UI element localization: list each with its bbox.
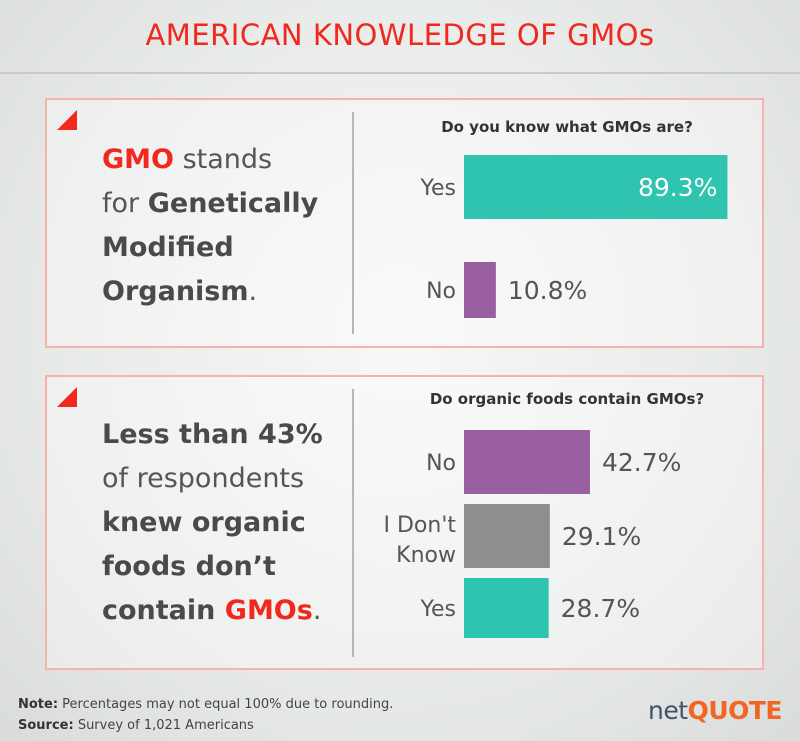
stmt-word: of respondents xyxy=(102,463,305,494)
category-label: I Don't xyxy=(384,513,457,538)
corner-triangle-icon xyxy=(57,387,77,407)
bar xyxy=(464,578,549,638)
note-label: Note: xyxy=(18,697,59,712)
bar xyxy=(464,504,550,568)
corner-triangle-icon xyxy=(57,110,77,130)
netquote-logo: netQUOTE xyxy=(648,696,782,725)
category-label: Know xyxy=(396,543,456,568)
stmt-word: Organism xyxy=(102,276,249,307)
stmt-word: . xyxy=(312,595,322,626)
bar-chart-organic-gmos: No 42.7% I Don't Know 29.1% Yes 28.7% xyxy=(384,430,681,638)
chart-title: Do organic foods contain GMOs? xyxy=(429,390,705,408)
stmt-word: GMOs xyxy=(224,595,313,626)
source-text: Survey of 1,021 Americans xyxy=(73,718,254,733)
footer-notes: Note: Percentages may not equal 100% due… xyxy=(18,694,393,736)
stmt-word: . xyxy=(248,276,258,307)
stmt-word: foods don’t xyxy=(102,551,276,582)
stmt-word: for xyxy=(102,188,148,219)
stmt-word: Genetically xyxy=(147,188,319,219)
stmt-word: GMO xyxy=(102,144,174,175)
stmt-word: Modified xyxy=(102,232,234,263)
infographic-title: AMERICAN KNOWLEDGE OF GMOs xyxy=(145,18,655,52)
panel-divider xyxy=(352,389,354,657)
bar xyxy=(464,262,496,318)
stmt-word: stands xyxy=(173,144,273,175)
bar xyxy=(464,155,728,219)
stmt-word: knew organic xyxy=(102,507,306,538)
stmt-word: Less than 43% xyxy=(102,419,323,450)
category-label: Yes xyxy=(419,597,456,622)
panel-divider xyxy=(352,112,354,334)
title-rule xyxy=(0,72,800,74)
definition-statement: GMO stands for Genetically Modified Orga… xyxy=(102,138,318,314)
category-label: Yes xyxy=(419,176,456,201)
logo-quote: QUOTE xyxy=(687,696,783,725)
value-label: 10.8% xyxy=(508,276,587,305)
value-label: 42.7% xyxy=(602,448,681,477)
organic-statement: Less than 43% of respondents knew organi… xyxy=(102,413,323,633)
value-label: 28.7% xyxy=(561,594,640,623)
source-label: Source: xyxy=(18,718,74,733)
panel-gmo-definition: GMO stands for Genetically Modified Orga… xyxy=(45,98,764,348)
category-label: No xyxy=(426,451,456,476)
category-label: No xyxy=(426,279,456,304)
stmt-word: contain xyxy=(102,595,225,626)
chart-title: Do you know what GMOs are? xyxy=(441,118,693,136)
value-label: 29.1% xyxy=(562,522,641,551)
note-text: Percentages may not equal 100% due to ro… xyxy=(58,697,394,712)
panel-organic-gmos: Less than 43% of respondents knew organi… xyxy=(45,375,764,670)
bar xyxy=(464,430,590,494)
logo-net: net xyxy=(648,696,688,725)
value-label: 89.3% xyxy=(638,173,717,202)
bar-chart-know-gmos: Yes 89.3% No 10.8% xyxy=(419,155,728,318)
